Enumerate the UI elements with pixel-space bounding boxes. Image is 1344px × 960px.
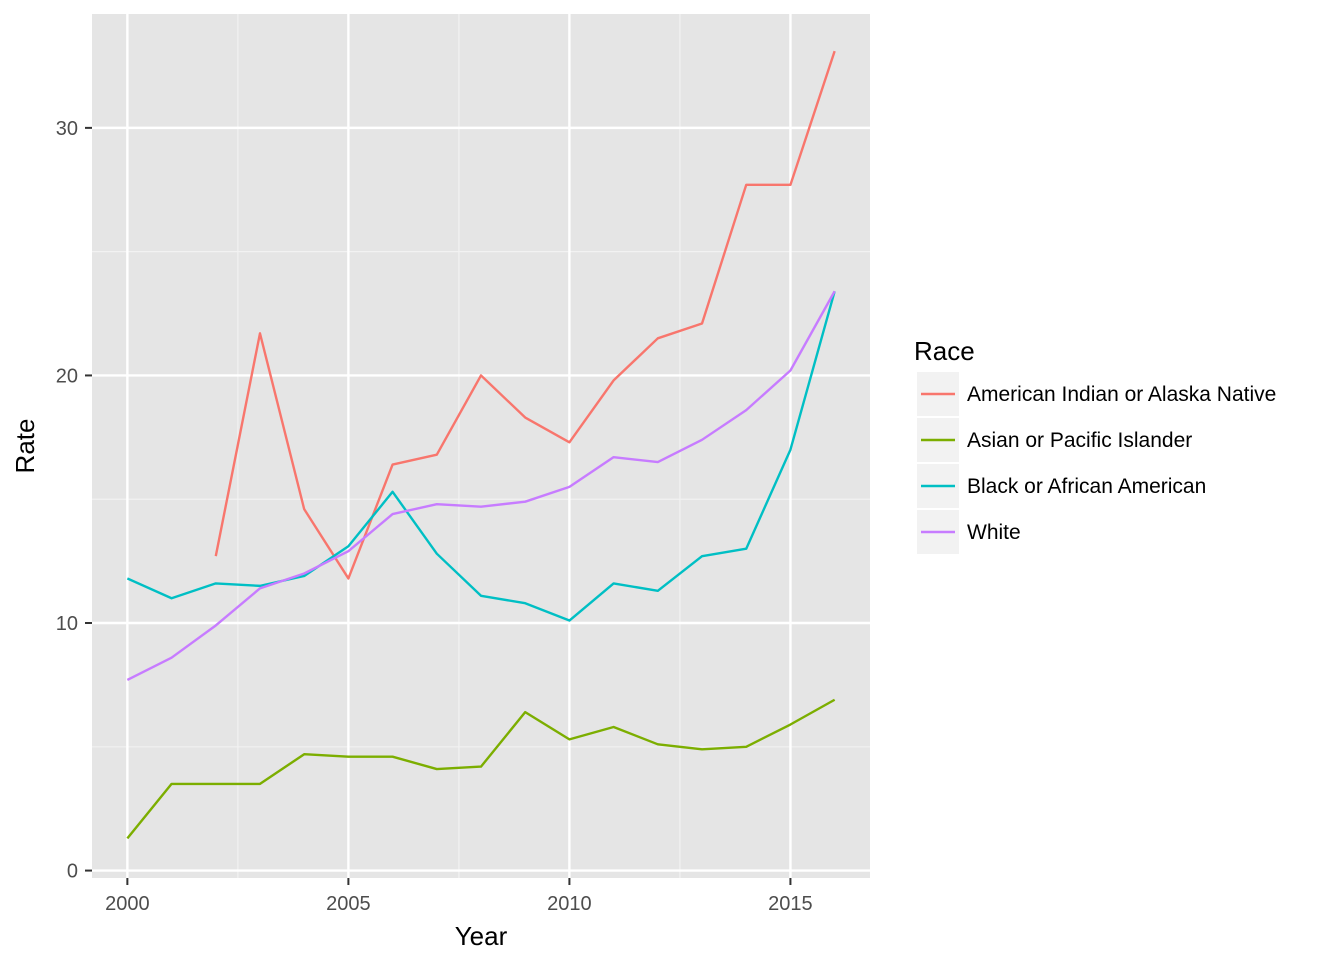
series-lines — [126, 50, 836, 840]
y-tick-label: 30 — [56, 118, 78, 140]
y-tick-label: 10 — [56, 613, 78, 635]
legend-label: Black or African American — [967, 475, 1206, 498]
legend: Race American Indian or Alaska Native Asi… — [914, 336, 1276, 554]
legend-title: Race — [914, 336, 975, 366]
legend-label: White — [967, 521, 1021, 544]
legend-label: Asian or Pacific Islander — [967, 429, 1192, 452]
x-tick-label: 2000 — [105, 893, 150, 915]
series-line-2 — [126, 290, 836, 622]
series-line-1 — [126, 698, 836, 840]
y-tick-label: 20 — [56, 365, 78, 387]
y-tick-labels: 0 10 20 30 — [56, 118, 78, 883]
panel-background — [92, 14, 870, 878]
x-tick-label: 2010 — [547, 893, 592, 915]
series-line-3 — [126, 290, 836, 682]
x-tick-labels: 2000 2005 2010 2015 — [105, 893, 813, 915]
minor-gridlines — [92, 14, 870, 878]
y-axis-title: Rate — [10, 419, 40, 474]
axis-ticks — [85, 126, 792, 885]
legend-items: American Indian or Alaska Native Asian or… — [917, 372, 1276, 554]
legend-label: American Indian or Alaska Native — [967, 383, 1276, 406]
x-tick-label: 2015 — [768, 893, 813, 915]
x-axis-title: Year — [455, 921, 508, 951]
x-tick-label: 2005 — [326, 893, 371, 915]
y-tick-label: 0 — [67, 861, 78, 883]
series-line-0 — [214, 50, 836, 580]
